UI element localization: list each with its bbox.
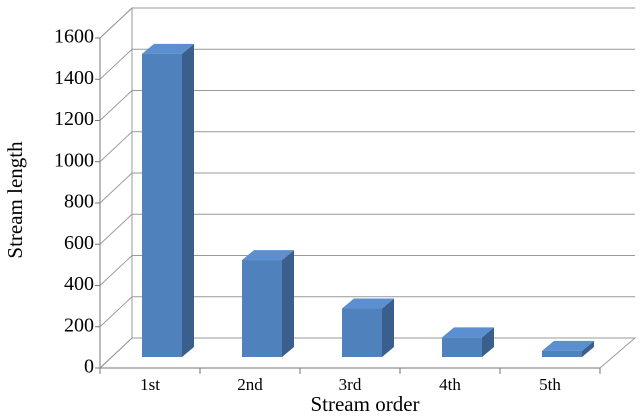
grid-line	[99, 296, 635, 328]
grid-line	[99, 7, 635, 39]
bar-top	[442, 327, 494, 338]
bar-top	[142, 43, 194, 54]
bar-front	[242, 260, 282, 357]
bar	[542, 340, 594, 357]
bar-side	[482, 327, 494, 357]
bar-front	[142, 53, 182, 357]
grid-line	[99, 90, 635, 121]
y-tick-label: 800	[64, 191, 94, 213]
x-axis-title: Stream order	[310, 392, 419, 416]
bar-side	[282, 250, 294, 357]
y-tick-label: 400	[64, 273, 94, 295]
x-tick-label: 3rd	[339, 375, 362, 394]
bar	[242, 250, 294, 357]
y-tick-label: 200	[64, 314, 94, 336]
bar	[442, 327, 494, 357]
x-tick-label: 2nd	[237, 375, 263, 394]
y-tick-label: 1600	[54, 26, 94, 48]
y-tick-label: 1400	[54, 67, 94, 89]
x-tick-label: 4th	[439, 375, 461, 394]
bar-side	[382, 298, 394, 357]
bar-front	[442, 337, 482, 357]
grid-line	[99, 213, 635, 245]
bar-side	[582, 340, 594, 357]
grid-line	[99, 255, 635, 286]
bar-top	[542, 340, 594, 351]
y-tick-label: 600	[64, 232, 94, 254]
grid-line	[99, 131, 635, 163]
bar-side	[182, 43, 194, 357]
bar-front	[542, 350, 582, 357]
bar	[142, 43, 194, 357]
bar-top	[242, 250, 294, 261]
y-tick-label: 0	[84, 356, 94, 378]
grid-line	[99, 48, 635, 80]
x-tick-label: 1st	[140, 375, 160, 394]
y-tick-label: 1200	[54, 108, 94, 130]
bar-front	[342, 308, 382, 357]
grid-line	[99, 172, 635, 204]
bar-top	[342, 298, 394, 309]
y-axis-title: Stream length	[3, 141, 27, 259]
y-tick-label: 1000	[54, 149, 94, 171]
x-tick-label: 5th	[539, 375, 561, 394]
bar	[342, 298, 394, 357]
